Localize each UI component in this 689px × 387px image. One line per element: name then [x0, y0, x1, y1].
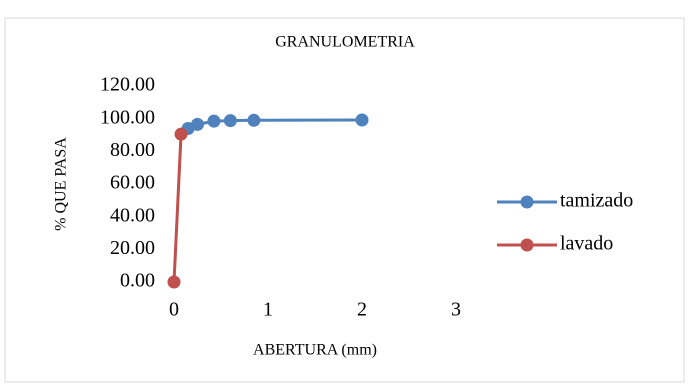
legend-label: lavado — [560, 233, 613, 255]
x-axis-label: ABERTURA (mm) — [253, 342, 377, 359]
data-point — [207, 114, 221, 128]
legend-marker — [520, 195, 534, 209]
y-axis-label: % QUE PASA — [53, 137, 70, 231]
x-tick-label: 3 — [451, 299, 461, 321]
data-point — [174, 127, 188, 141]
data-point — [167, 275, 181, 289]
y-tick-label: 120.00 — [100, 74, 155, 96]
y-tick-label: 40.00 — [110, 204, 155, 226]
y-tick-label: 100.00 — [100, 106, 155, 128]
series-line — [172, 134, 183, 283]
y-tick-label: 60.00 — [110, 172, 155, 194]
data-point — [223, 114, 237, 128]
data-point — [247, 113, 261, 127]
x-tick-label: 0 — [169, 299, 179, 321]
chart-frame — [4, 17, 685, 383]
y-tick-label: 0.00 — [120, 270, 155, 292]
data-point — [191, 117, 204, 131]
legend-marker — [520, 238, 534, 252]
x-tick-label: 2 — [357, 299, 367, 321]
y-tick-label: 80.00 — [110, 139, 155, 161]
y-tick-label: 20.00 — [110, 237, 155, 259]
chart-title: GRANULOMETRIA — [275, 34, 415, 51]
x-tick-label: 1 — [263, 299, 273, 321]
data-point — [355, 113, 369, 127]
legend-label: tamizado — [560, 190, 633, 212]
